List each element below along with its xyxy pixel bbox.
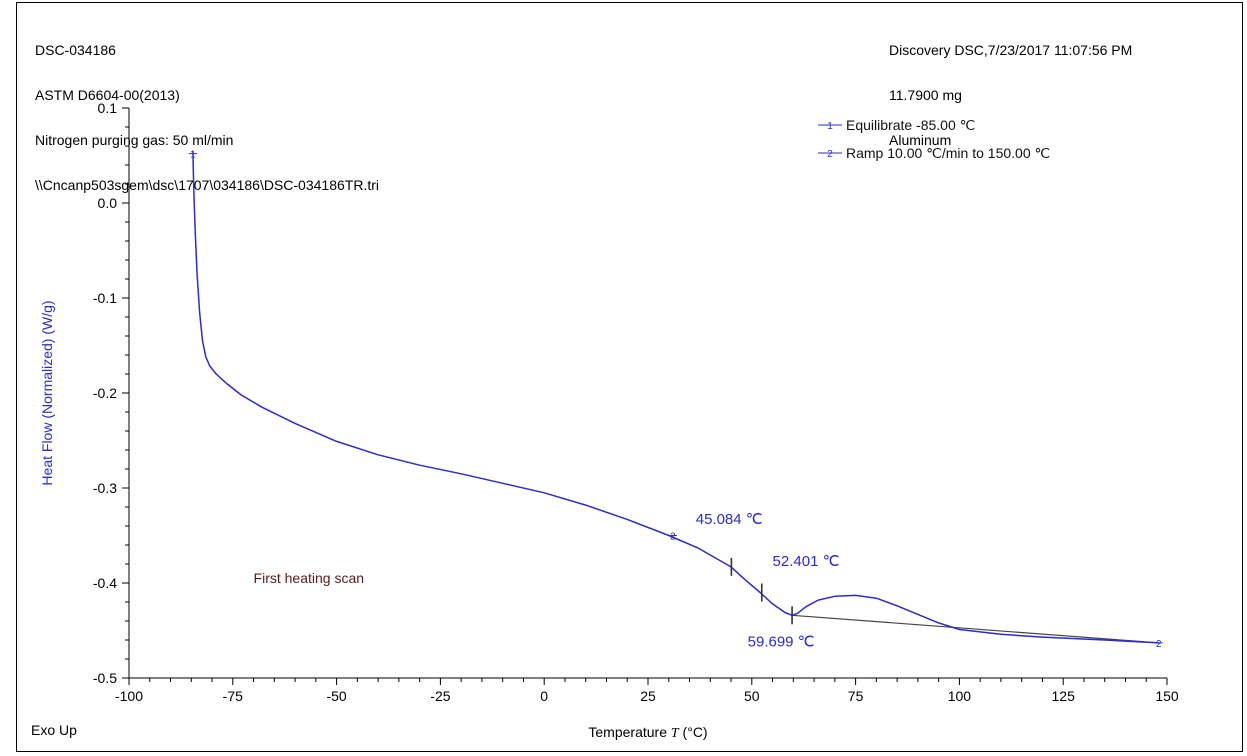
purge-gas-info: Nitrogen purging gas: 50 ml/min bbox=[35, 132, 234, 148]
x-tick-label: -100 bbox=[115, 688, 143, 704]
heat-flow-curve bbox=[192, 150, 1159, 644]
x-tick-label: 125 bbox=[1052, 688, 1076, 704]
x-tick-label: 50 bbox=[744, 688, 760, 704]
file-path: \\Cncanp503sgem\dsc\1707\034186\DSC-0341… bbox=[35, 177, 379, 193]
sample-id: DSC-034186 bbox=[35, 42, 116, 58]
x-tick-label: -25 bbox=[430, 688, 450, 704]
legend-marker: 2 bbox=[827, 149, 833, 160]
plot-area bbox=[188, 150, 1163, 644]
sample-info-header: DSC-034186 ASTM D6604-00(2013) Nitrogen … bbox=[35, 13, 379, 223]
instrument-info-header: Discovery DSC,7/23/2017 11:07:56 PM 11.7… bbox=[889, 13, 1132, 178]
temperature-annotation: 45.084 ℃ bbox=[696, 511, 763, 528]
legend-entry: Ramp 10.00 ℃/min to 150.00 ℃ bbox=[846, 145, 1050, 161]
y-tick-label: -0.5 bbox=[93, 670, 117, 686]
y-axis-title: Heat Flow (Normalized) (W/g) bbox=[39, 300, 55, 485]
y-tick-label: -0.3 bbox=[93, 480, 117, 496]
x-tick-label: 75 bbox=[848, 688, 864, 704]
temperature-annotation: 59.699 ℃ bbox=[748, 634, 815, 651]
scan-note: First heating scan bbox=[254, 570, 365, 586]
x-tick-label: 150 bbox=[1155, 688, 1179, 704]
x-axis-title: Temperature T (°C) bbox=[588, 724, 707, 741]
pan-type: Aluminum bbox=[889, 132, 952, 148]
temperature-annotation: 52.401 ℃ bbox=[773, 553, 840, 570]
y-tick-label: 0.1 bbox=[98, 100, 118, 116]
exo-up-label: Exo Up bbox=[31, 722, 77, 738]
y-tick-label: 0.0 bbox=[98, 195, 118, 211]
x-tick-label: 100 bbox=[948, 688, 972, 704]
y-tick-label: -0.1 bbox=[93, 290, 117, 306]
segment-marker-label: 1 bbox=[190, 150, 196, 161]
y-tick-label: -0.4 bbox=[93, 575, 117, 591]
legend-marker: 1 bbox=[827, 121, 833, 132]
instrument-timestamp: Discovery DSC,7/23/2017 11:07:56 PM bbox=[889, 42, 1133, 58]
axes bbox=[122, 107, 1168, 685]
x-tick-label: -75 bbox=[223, 688, 243, 704]
sample-mass: 11.7900 mg bbox=[889, 87, 962, 103]
test-method: ASTM D6604-00(2013) bbox=[35, 87, 180, 103]
chart-text: 0.1 0.0 -0.1 -0.2 -0.3 -0.4 -0.5 -100 -75 -50 -25 0… bbox=[31, 100, 1179, 741]
x-tick-label: -50 bbox=[326, 688, 346, 704]
legend-entry: Equilibrate -85.00 ℃ bbox=[846, 117, 975, 133]
y-tick-label: -0.2 bbox=[93, 385, 117, 401]
segment-marker-label: 2 bbox=[670, 532, 676, 543]
segment-marker-label: 2 bbox=[1156, 639, 1162, 650]
x-tick-label: 25 bbox=[640, 688, 656, 704]
x-tick-label: 0 bbox=[540, 688, 548, 704]
baseline-segment bbox=[792, 614, 1159, 644]
